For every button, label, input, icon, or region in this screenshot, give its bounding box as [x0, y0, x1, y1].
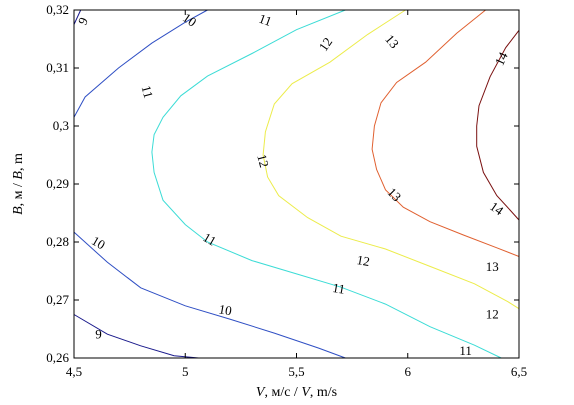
contour-line-11 — [151, 9, 502, 359]
y-tick-label: 0,29 — [46, 176, 69, 191]
y-tick-label: 0,32 — [46, 2, 69, 17]
contour-label: 13 — [486, 259, 499, 274]
x-tick-label: 6 — [405, 364, 412, 379]
contour-label: 11 — [257, 11, 274, 29]
x-axis-label: V, м/с / V, m/s — [256, 385, 337, 400]
y-tick-label: 0,28 — [46, 234, 69, 249]
contour-line-12 — [262, 9, 520, 310]
contour-label: 12 — [486, 306, 499, 321]
x-tick-label: 5,5 — [288, 364, 304, 379]
contour-line-14 — [476, 29, 520, 221]
y-tick-label: 0,3 — [53, 118, 69, 133]
contour-line-13 — [371, 9, 520, 257]
contour-lines — [73, 9, 520, 359]
y-axis-ticks: 0,26 0,27 0,28 0,29 0,3 0,31 0,32 — [46, 2, 519, 365]
contour-label: 11 — [459, 343, 472, 358]
contour-label: 14 — [492, 49, 511, 68]
x-axis-ticks: 4,5 5 5,5 6 6,5 — [66, 10, 527, 379]
contour-label: 9 — [95, 327, 102, 342]
y-axis-label: B, м / B, m — [11, 153, 26, 215]
y-tick-label: 0,26 — [46, 350, 69, 365]
contour-label: 11 — [139, 84, 157, 100]
x-tick-label: 6,5 — [511, 364, 527, 379]
contour-label: 10 — [89, 233, 108, 252]
contour-label: 12 — [356, 252, 371, 269]
contour-line-9 — [73, 314, 199, 359]
y-tick-label: 0,27 — [46, 292, 69, 307]
contour-label: 12 — [254, 153, 272, 169]
contour-label: 11 — [331, 280, 346, 297]
x-tick-label: 5 — [182, 364, 189, 379]
y-tick-label: 0,31 — [46, 60, 69, 75]
x-tick-label: 4,5 — [66, 364, 82, 379]
contour-label: 10 — [218, 301, 233, 318]
contour-line-9 — [73, 9, 82, 25]
contour-line-10 — [73, 9, 208, 118]
contour-line-10 — [73, 231, 346, 359]
